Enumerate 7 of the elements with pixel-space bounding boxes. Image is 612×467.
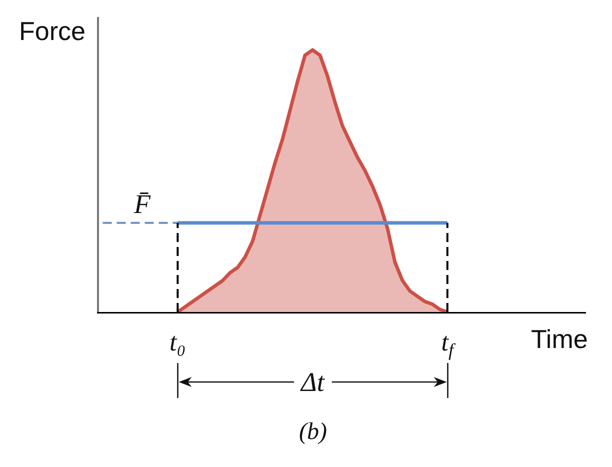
x-tick-label: t$_{f}$: [441, 328, 456, 360]
annotation: F̄: [133, 189, 151, 219]
x-tick-label: t₀: [170, 328, 186, 357]
y-axis-title: Force: [19, 16, 86, 46]
text: (b): [299, 419, 327, 445]
x-axis-title: Time: [531, 324, 588, 354]
text: Δt: [300, 367, 326, 397]
